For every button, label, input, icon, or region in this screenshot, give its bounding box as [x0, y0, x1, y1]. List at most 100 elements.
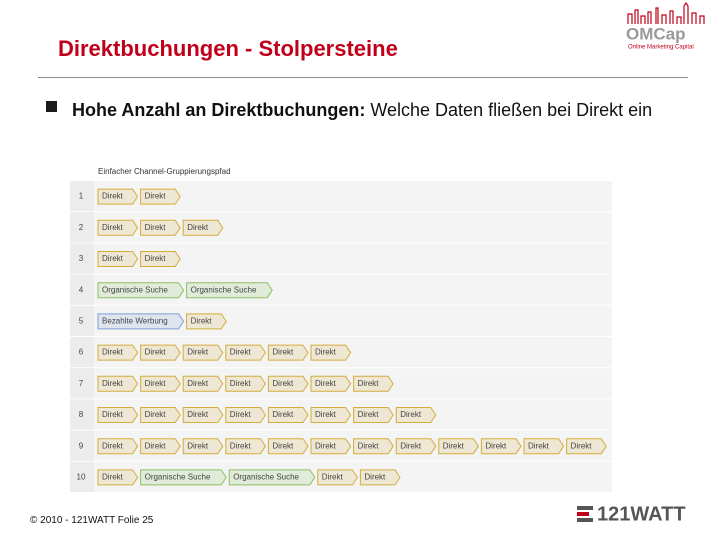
path-step — [182, 375, 224, 392]
path-step — [225, 438, 267, 455]
row-number-cell — [70, 181, 94, 212]
path-step — [97, 251, 139, 267]
row-bg — [70, 274, 612, 305]
footer: © 2010 - 121WATT Folie 25 — [30, 515, 154, 526]
bullet-marker — [46, 101, 57, 112]
step-label: Direkt — [102, 410, 124, 419]
step-label: Direkt — [272, 441, 294, 450]
row-bg — [70, 305, 612, 336]
step-label: Direkt — [145, 192, 167, 201]
path-step — [97, 344, 139, 361]
step-label: Direkt — [400, 410, 422, 419]
logo-bar — [577, 518, 593, 522]
step-label: Direkt — [358, 410, 380, 419]
path-table: Einfacher Channel-Gruppierungspfad 1 Dire… — [70, 167, 612, 492]
step-label: Direkt — [187, 223, 209, 232]
row-bg — [70, 337, 612, 368]
row-number: 7 — [79, 379, 84, 388]
step-label: Direkt — [145, 254, 167, 263]
row-bg — [70, 430, 612, 461]
path-step — [140, 407, 181, 423]
path-step — [182, 438, 224, 455]
path-step — [97, 188, 139, 205]
step-label: Direkt — [145, 410, 167, 419]
path-step — [395, 438, 437, 455]
path-step — [225, 407, 267, 423]
step-label: Direkt — [230, 348, 252, 357]
step-label: Direkt — [485, 441, 507, 450]
logo-bar — [577, 512, 589, 516]
step-label: Direkt — [272, 379, 294, 388]
path-step — [140, 188, 181, 205]
path-step — [97, 313, 185, 330]
table-header: Einfacher Channel-Gruppierungspfad — [98, 167, 231, 176]
step-label: Direkt — [187, 410, 209, 419]
path-step — [267, 407, 309, 423]
step-label: Direkt — [358, 441, 380, 450]
row-number-cell — [70, 212, 94, 243]
row-number: 6 — [79, 348, 84, 357]
omcap-name: OMCap — [626, 24, 686, 43]
step-label: Direkt — [102, 254, 124, 263]
row-number-cell — [70, 274, 94, 305]
bullet-text: Hohe Anzahl an Direktbuchungen: Welche D… — [72, 96, 712, 124]
row-bg — [70, 181, 612, 212]
step-label: Direkt — [315, 410, 337, 419]
step-label: Direkt — [191, 317, 213, 326]
step-label: Direkt — [230, 410, 252, 419]
omcap-logo: OMCap Online Marketing Capital — [626, 2, 705, 51]
path-step — [182, 219, 224, 236]
path-step — [186, 313, 227, 330]
step-label: Bezahlte Werbung — [102, 317, 168, 326]
path-step — [140, 375, 181, 392]
row-number-cell — [70, 337, 94, 368]
step-label: Organische Suche — [233, 473, 299, 482]
path-step — [523, 438, 565, 455]
row-bg — [70, 368, 612, 399]
path-step — [140, 251, 181, 267]
step-label: Direkt — [187, 379, 209, 388]
row-bg — [70, 461, 612, 492]
omcap-tagline: Online Marketing Capital — [628, 45, 694, 51]
step-label: Direkt — [358, 379, 380, 388]
step-label: Direkt — [571, 441, 593, 450]
path-step — [97, 282, 185, 299]
step-label: Direkt — [145, 441, 167, 450]
logo-bar — [577, 506, 593, 510]
path-step — [228, 469, 316, 486]
path-step — [267, 344, 309, 361]
path-step — [97, 469, 139, 486]
step-label: Direkt — [145, 223, 167, 232]
step-label: Direkt — [145, 348, 167, 357]
step-label: Direkt — [102, 348, 124, 357]
step-label: Direkt — [145, 379, 167, 388]
step-label: Direkt — [443, 441, 465, 450]
path-step — [353, 375, 394, 392]
path-step — [225, 344, 267, 361]
path-step — [140, 469, 227, 486]
step-label: Direkt — [322, 473, 344, 482]
row-number: 3 — [79, 254, 84, 263]
path-step — [395, 407, 437, 423]
row-bg — [70, 212, 612, 243]
path-step — [182, 407, 224, 423]
step-label: Direkt — [230, 441, 252, 450]
row-number-cell — [70, 305, 94, 336]
row-number-cell — [70, 430, 94, 461]
path-step — [97, 407, 139, 423]
step-label: Organische Suche — [145, 473, 211, 482]
path-step — [97, 438, 139, 455]
path-step — [267, 438, 309, 455]
step-label: Organische Suche — [102, 285, 168, 294]
path-step — [310, 407, 352, 423]
step-label: Direkt — [315, 379, 337, 388]
row-number-cell — [70, 461, 94, 492]
bullet-rest: Welche Daten fließen bei Direkt ein — [365, 100, 653, 120]
step-label: Direkt — [230, 379, 252, 388]
step-label: Direkt — [187, 348, 209, 357]
step-label: Direkt — [102, 379, 124, 388]
path-step — [480, 438, 522, 455]
row-number-cell — [70, 243, 94, 274]
path-step — [310, 438, 352, 455]
